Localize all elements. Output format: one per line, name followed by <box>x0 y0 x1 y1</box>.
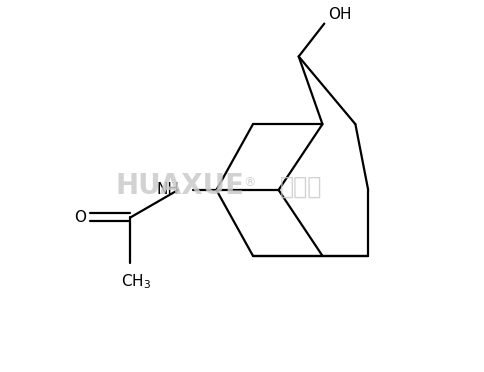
Text: HUAXUE: HUAXUE <box>115 172 244 201</box>
Text: ®: ® <box>243 176 256 189</box>
Text: O: O <box>74 210 86 225</box>
Text: CH$_3$: CH$_3$ <box>121 272 151 291</box>
Text: NH: NH <box>157 183 180 198</box>
Text: OH: OH <box>328 7 351 22</box>
Text: 化学加: 化学加 <box>279 174 322 198</box>
